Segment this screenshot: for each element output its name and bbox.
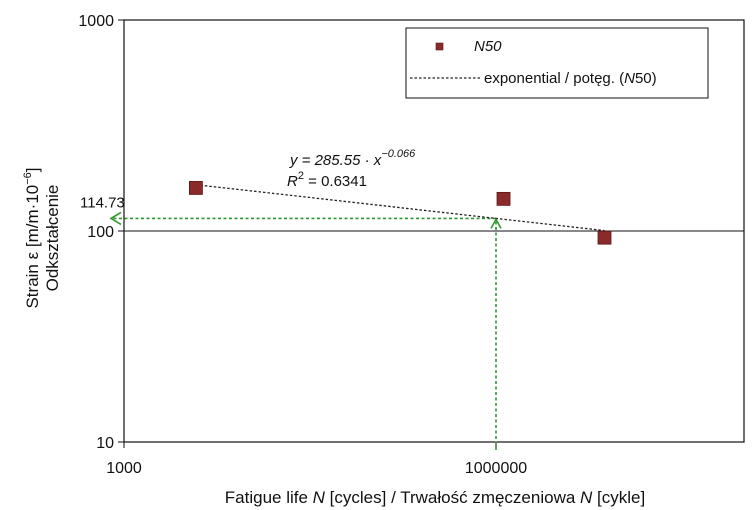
y-axis-label-line1: Strain ε [m/m·10−6] xyxy=(22,167,42,308)
annotation-value: 114.73 xyxy=(80,194,125,211)
trend-equation-exponent: −0.066 xyxy=(381,148,416,160)
x-tick-label: 1000 xyxy=(106,460,142,477)
data-points xyxy=(188,181,612,245)
legend-label-trendline: exponential / potęg. (N50) xyxy=(484,70,657,87)
legend-box xyxy=(405,27,709,99)
y-axis-label-line2: Odkształcenie xyxy=(43,185,62,292)
y-tick-label: 10 xyxy=(96,435,114,452)
y-axis-label: Strain ε [m/m·10−6] Odkształcenie xyxy=(22,167,62,308)
x-tick-label: 1000000 xyxy=(465,460,527,477)
annotation-guides xyxy=(109,211,502,450)
y-tick-label: 1000 xyxy=(78,13,114,30)
trend-equation: y = 285.55 · x−0.066 xyxy=(289,148,416,169)
legend-label-n50: N50 xyxy=(474,38,502,55)
x-axis-ticks: 1000 1000000 xyxy=(106,442,527,477)
annotation-up-arrowhead xyxy=(490,217,502,229)
legend: N50 exponential / potęg. (N50) xyxy=(405,27,709,99)
data-point-2 xyxy=(496,191,511,206)
data-point-1 xyxy=(188,181,203,195)
x-axis-label: Fatigue life N [cycles] / Trwałość zmęcz… xyxy=(225,488,645,507)
y-tick-label: 100 xyxy=(87,224,114,241)
annotation-left-arrowhead xyxy=(109,211,122,226)
trend-r-squared: R2 = 0.6341 xyxy=(287,170,367,190)
trendline xyxy=(195,184,605,232)
y-axis-ticks: 10 100 1000 xyxy=(78,13,124,452)
legend-marker-n50 xyxy=(435,42,444,51)
data-point-3 xyxy=(597,230,612,245)
